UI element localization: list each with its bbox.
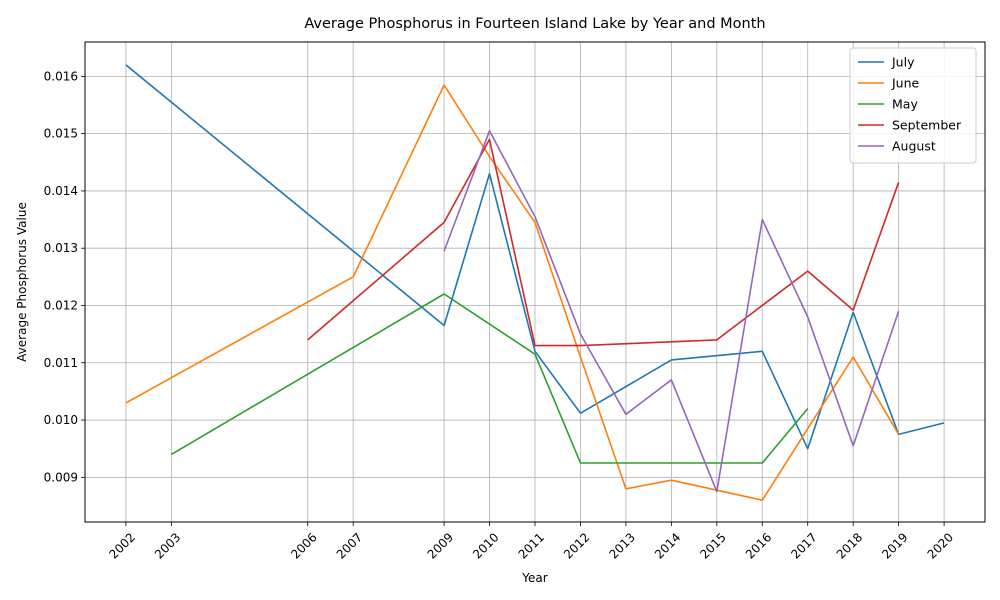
y-tick-label: 0.016 xyxy=(44,69,78,83)
legend-label-august: August xyxy=(892,139,936,154)
grid-lines xyxy=(85,42,985,522)
legend-label-may: May xyxy=(892,97,918,112)
y-axis-ticks: 0.009 0.010 0.011 0.012 0.013 0.014 0.015 0.016 xyxy=(44,69,85,484)
legend-label-september: September xyxy=(892,118,962,133)
y-tick-label: 0.013 xyxy=(44,241,78,255)
y-tick-label: 0.009 xyxy=(44,470,78,484)
series-line-may xyxy=(170,293,809,464)
series-line-july xyxy=(125,64,945,450)
legend-label-july: July xyxy=(891,55,915,70)
legend-box xyxy=(849,47,977,164)
series-line-september xyxy=(307,138,900,347)
y-tick-label: 0.012 xyxy=(44,298,78,312)
x-axis-label: Year xyxy=(521,571,547,585)
y-tick-label: 0.011 xyxy=(44,356,78,370)
legend: July June May September August xyxy=(849,47,977,164)
y-tick-label: 0.015 xyxy=(44,127,78,141)
series-lines xyxy=(125,64,945,502)
y-tick-label: 0.010 xyxy=(44,413,78,427)
legend-label-june: June xyxy=(891,76,920,91)
y-axis-label: Average Phosphorus Value xyxy=(15,202,29,362)
chart-title: Average Phosphorus in Fourteen Island La… xyxy=(304,16,765,32)
y-tick-label: 0.014 xyxy=(44,184,78,198)
series-line-august xyxy=(443,130,900,493)
series-line-june xyxy=(125,84,900,502)
